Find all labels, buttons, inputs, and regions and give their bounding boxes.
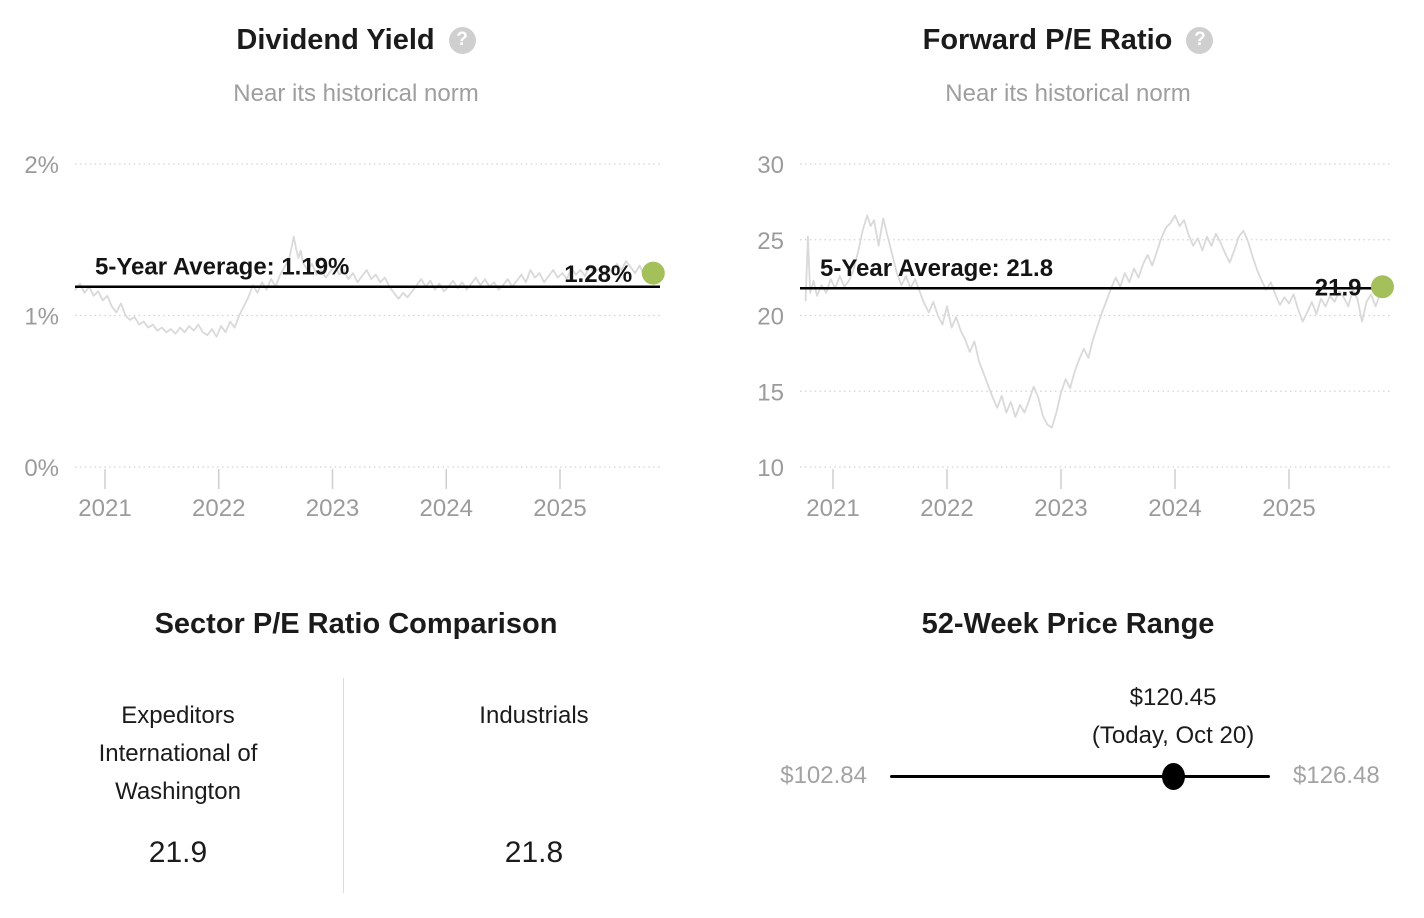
x-tick-label: 2021 xyxy=(78,495,131,522)
forward-pe-title: Forward P/E Ratio xyxy=(922,24,1173,56)
y-tick-label: 1% xyxy=(24,304,59,331)
current-price-date: (Today, Oct 20) xyxy=(1091,722,1255,749)
x-tick-label: 2023 xyxy=(1034,495,1087,522)
current-price-marker xyxy=(1161,763,1185,790)
forward-pe-status: Near its historical norm xyxy=(945,80,1191,107)
x-tick-label: 2021 xyxy=(806,495,859,522)
y-tick-label: 15 xyxy=(757,379,784,406)
company-column: Expeditors International of Washington 2… xyxy=(0,697,356,873)
y-tick-label: 10 xyxy=(757,455,784,482)
sector-name: Industrials xyxy=(479,702,589,729)
y-tick-label: 20 xyxy=(757,304,784,331)
current-price-label: $120.45 xyxy=(1129,684,1217,711)
x-tick-label: 2022 xyxy=(920,495,973,522)
range-line xyxy=(890,775,1270,778)
x-tick-label: 2022 xyxy=(192,495,245,522)
forward-pe-chart: 30 25 20 15 10 2021 2022 2023 2024 2025 5-Year Ave… xyxy=(757,152,1394,522)
y-tick-label: 25 xyxy=(757,228,784,255)
range-high-label: $126.48 xyxy=(1293,762,1380,789)
company-pe-value: 21.9 xyxy=(148,836,208,869)
x-tick-label: 2024 xyxy=(1148,495,1201,522)
help-icon[interactable]: ? xyxy=(448,26,476,54)
average-label: 5-Year Average: 21.8 xyxy=(820,255,1053,282)
help-icon[interactable]: ? xyxy=(1186,26,1214,54)
y-tick-label: 2% xyxy=(24,152,59,179)
comparison-columns: Expeditors International of Washington 2… xyxy=(0,697,712,873)
price-range-title: 52-Week Price Range xyxy=(921,608,1215,640)
forward-pe-panel: Forward P/E Ratio ? Near its historical … xyxy=(712,0,1424,575)
price-range-widget: $120.45 (Today, Oct 20) $102.84 $126.48 xyxy=(712,575,1424,918)
company-name: Expeditors International of Washington xyxy=(98,702,258,805)
current-value-label: 21.9 xyxy=(1315,275,1362,302)
range-low-label: $102.84 xyxy=(780,762,867,789)
average-label: 5-Year Average: 1.19% xyxy=(95,254,349,281)
dividend-yield-header: Dividend Yield ? Near its historical nor… xyxy=(0,0,712,110)
sector-column: Industrials 21.8 xyxy=(356,697,712,873)
series-line xyxy=(804,214,1384,429)
current-value-label: 1.28% xyxy=(564,261,632,288)
series-line xyxy=(74,235,655,338)
dividend-yield-chart: 2% 1% 0% 2021 2022 2023 2024 2025 5-Year Average… xyxy=(24,152,665,522)
sector-pe-value: 21.8 xyxy=(504,836,564,869)
column-divider xyxy=(343,678,344,893)
dividend-yield-status: Near its historical norm xyxy=(233,80,479,107)
current-value-dot xyxy=(1370,275,1394,299)
x-tick-label: 2024 xyxy=(420,495,473,522)
x-tick-label: 2025 xyxy=(1262,495,1315,522)
x-tick-label: 2025 xyxy=(533,495,586,522)
x-tick-label: 2023 xyxy=(306,495,359,522)
current-value-dot xyxy=(641,261,665,285)
sector-pe-comparison-panel: Sector P/E Ratio Comparison Expeditors I… xyxy=(0,575,712,918)
dividend-yield-title: Dividend Yield xyxy=(236,24,435,56)
y-tick-label: 30 xyxy=(757,152,784,179)
sector-comparison-title: Sector P/E Ratio Comparison xyxy=(154,608,558,640)
y-tick-label: 0% xyxy=(24,455,59,482)
price-range-panel: 52-Week Price Range $120.45 (Today, Oct … xyxy=(712,575,1424,918)
dividend-yield-panel: Dividend Yield ? Near its historical nor… xyxy=(0,0,712,575)
forward-pe-header: Forward P/E Ratio ? Near its historical … xyxy=(712,0,1424,110)
